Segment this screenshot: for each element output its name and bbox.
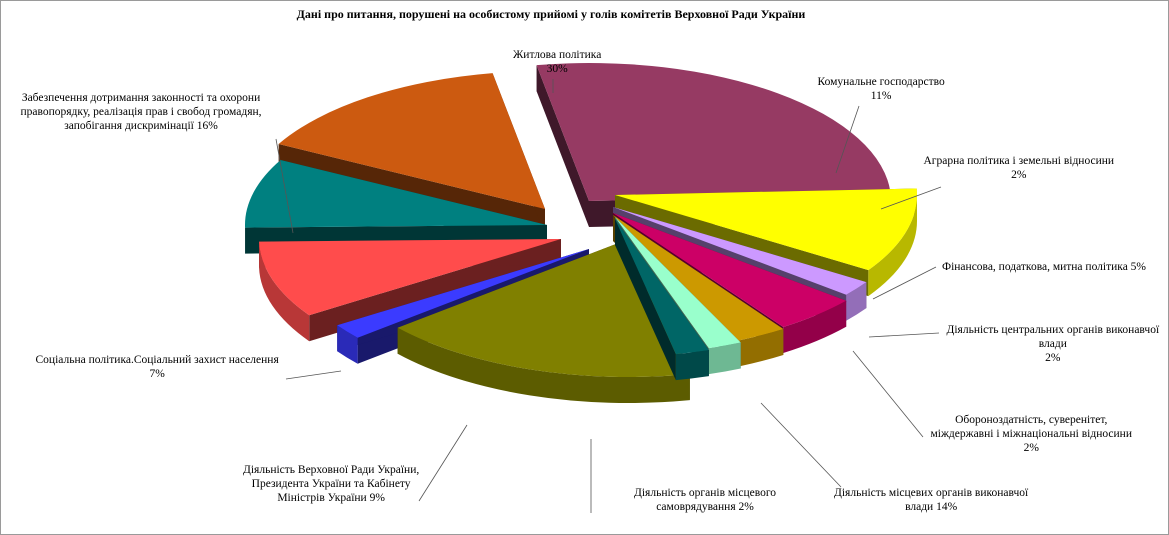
slice-label-line: Діяльність місцевих органів виконавчої (834, 487, 1029, 499)
slice-rim (846, 282, 867, 321)
slice-top (278, 73, 545, 209)
slice-percent: 30% (546, 63, 568, 75)
slice-label-line: Комунальне господарство (817, 76, 945, 88)
slice-top (615, 217, 741, 349)
slice-rim (783, 300, 847, 353)
slice-percent: 2% (1023, 442, 1039, 454)
slice-label-line: влади 14% (905, 501, 958, 513)
slice-top (613, 213, 847, 327)
slice-side-wall (337, 249, 589, 352)
slice-label-line: Міністрів України 9% (277, 492, 385, 504)
slice-label-line: правопорядку, реалізація прав і свобод г… (20, 106, 262, 118)
slice-top (613, 215, 784, 341)
slice-rim (738, 328, 784, 367)
slice-label-line: Аграрна політика і земельні відносини (923, 155, 1115, 167)
slice-rim (868, 193, 917, 297)
slice-label-line: Соціальна політика.Соціальний захист нас… (35, 354, 279, 366)
slice-label: Аграрна політика і земельні відносини 2% (924, 154, 1115, 182)
leader-line (835, 105, 860, 174)
slice-label: Діяльність Верховної Ради України, Презид… (243, 463, 419, 505)
slice-label-line: міждержавні і міжнаціональні відносини (930, 428, 1132, 440)
slice-label-line: Фінансова, податкова, митна політика 5% (942, 261, 1147, 273)
leader-line (852, 350, 924, 438)
slice-label-line: самоврядування 2% (656, 501, 754, 513)
slice-top (615, 188, 917, 271)
leader-line (868, 332, 940, 338)
slice-rim (397, 327, 690, 403)
leader-line (760, 402, 842, 488)
slice-label: Житлова політика 30% (513, 48, 601, 76)
slice-label: Обороноздатність, суверенітет, міждержавн… (931, 413, 1132, 455)
slice-percent: 11% (870, 90, 892, 102)
leader-line (880, 186, 942, 210)
slice-label: Діяльність місцевих органів виконавчої вл… (834, 486, 1028, 514)
slice-side-wall (615, 219, 676, 381)
chart-title: Дані про питання, порушені на особистому… (296, 7, 806, 21)
leader-line (275, 138, 294, 234)
slice-label-line: Діяльність Верховної Ради України, (243, 464, 420, 476)
slice-rim (675, 350, 709, 381)
slice-label: Соціальна політика.Соціальний захист нас… (36, 353, 279, 381)
slice-label: Забезпечення дотримання законності та ох… (21, 91, 262, 133)
slice-label-line: Житлова політика (513, 49, 602, 61)
slice-rim (337, 325, 358, 364)
slice-label-line: запобігання дискримінації 16% (64, 120, 218, 132)
slice-label: Комунальне господарство 11% (818, 75, 945, 103)
leader-line (872, 266, 937, 300)
slice-top (536, 62, 891, 202)
slice-label-line: влади (1038, 338, 1067, 350)
slice-top (245, 159, 547, 228)
slice-rim (708, 342, 741, 375)
leader-lines (275, 79, 942, 513)
leader-line (285, 370, 342, 380)
slice-side-wall (536, 65, 589, 227)
slice-label: Діяльність центральних органів виконавчо… (947, 323, 1160, 365)
slice-label: Фінансова, податкова, митна політика 5% (942, 260, 1146, 274)
pie-slice (615, 219, 709, 381)
slice-label-line: Обороноздатність, суверенітет, (955, 414, 1108, 426)
pie-slices (245, 62, 917, 403)
slice-label-line: Президента України та Кабінету (251, 478, 411, 490)
slice-percent: 2% (1045, 352, 1061, 364)
slice-top (397, 239, 690, 377)
slice-top (615, 219, 709, 355)
slice-top (337, 249, 589, 338)
leader-line (418, 424, 468, 502)
slice-label: Діяльність органів місцевого самоврядуван… (634, 486, 776, 514)
slice-rim (259, 241, 310, 342)
slice-percent: 7% (149, 368, 165, 380)
slice-top (613, 207, 867, 295)
slice-percent: 2% (1011, 169, 1027, 181)
slice-label-line: Діяльність центральних органів виконавчо… (946, 324, 1160, 336)
slice-label-line: Діяльність органів місцевого (634, 487, 777, 499)
slice-top (259, 239, 561, 316)
slice-label-line: Забезпечення дотримання законності та ох… (21, 92, 261, 104)
